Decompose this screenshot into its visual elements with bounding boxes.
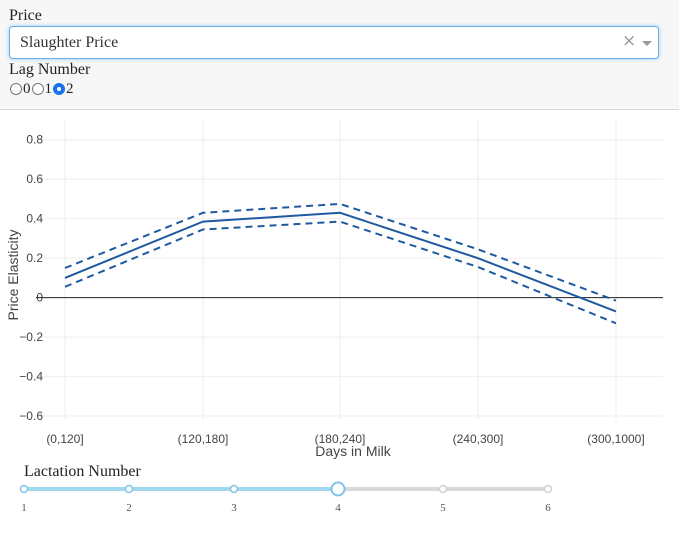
price-label: Price	[9, 7, 42, 24]
slider-dot	[19, 484, 29, 494]
series-line-estimate	[64, 211, 617, 313]
slider-dot	[229, 484, 239, 494]
radio-button[interactable]	[10, 83, 22, 95]
slider-mark-label: 5	[440, 502, 446, 514]
y-tick-label: 0.8	[26, 133, 43, 147]
slider-dot	[438, 484, 448, 494]
x-tick-label: (120,180]	[178, 432, 229, 446]
lag-option-1[interactable]: 1	[31, 80, 53, 98]
price-selected-value: Slaughter Price	[20, 34, 119, 51]
radio-button[interactable]	[31, 83, 44, 95]
y-tick-label: −0.4	[19, 370, 43, 384]
slider-dot	[543, 484, 553, 494]
x-axis-title: Days in Milk	[315, 443, 391, 459]
y-tick-label: −0.6	[19, 409, 43, 423]
chevron-down-icon[interactable]	[642, 41, 652, 46]
controls-panel: Price Slaughter Price × Lag Number 0 1 2	[0, 0, 679, 110]
y-tick-label: −0.2	[19, 330, 43, 344]
slider-mark-label: 1	[21, 502, 27, 514]
series-line-lower-bound	[64, 220, 617, 325]
lactation-slider[interactable]: 1 2 3 4 5 6	[0, 478, 679, 518]
elasticity-chart: 0.80.60.40.20−0.2−0.4−0.6(0,120] (120,180…	[5, 120, 663, 459]
lag-option-2[interactable]: 2	[53, 81, 74, 98]
radio-label: 1	[44, 80, 53, 97]
series-line-upper-bound	[64, 202, 617, 302]
y-tick-label: 0.2	[26, 251, 43, 265]
radio-label: 0	[23, 80, 31, 97]
lag-radio-group: 0 1 2	[10, 81, 75, 97]
slider-mark-label: 3	[231, 502, 237, 514]
y-axis-title: Price Elasticity	[5, 229, 21, 320]
slider-mark-label: 4	[335, 502, 341, 514]
slider-mark-label: 2	[126, 502, 132, 514]
lag-label: Lag Number	[9, 61, 91, 78]
y-tick-label: 0.4	[26, 212, 43, 226]
x-tick-label: (0,120]	[46, 432, 83, 446]
clear-icon[interactable]: ×	[622, 31, 637, 51]
x-tick-label: (180,240]	[315, 432, 366, 446]
x-tick-label: (300,1000]	[587, 432, 644, 446]
slider-dot	[124, 484, 134, 494]
price-select[interactable]: Slaughter Price ×	[9, 26, 659, 59]
slider-mark-label: 6	[545, 502, 551, 514]
y-tick-label: 0.6	[26, 172, 43, 186]
lactation-label: Lactation Number	[24, 463, 141, 480]
radio-button[interactable]	[53, 83, 65, 95]
radio-label: 2	[66, 80, 74, 97]
x-tick-label: (240,300]	[453, 432, 504, 446]
lag-option-0[interactable]: 0	[10, 81, 31, 98]
slider-handle[interactable]	[330, 481, 346, 497]
